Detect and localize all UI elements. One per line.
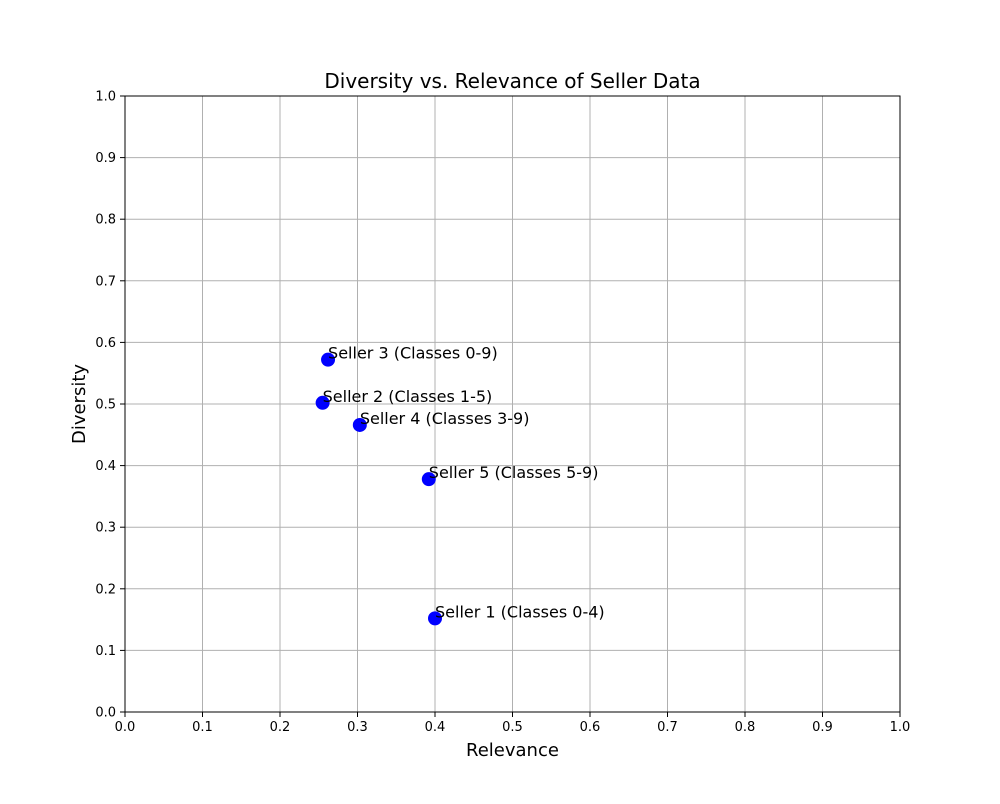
- chart-title: Diversity vs. Relevance of Seller Data: [324, 69, 700, 93]
- data-point-label: Seller 2 (Classes 1-5): [323, 387, 493, 406]
- y-axis-label: Diversity: [69, 364, 90, 444]
- y-tick-label: 1.0: [95, 90, 116, 105]
- data-point-label: Seller 1 (Classes 0-4): [435, 602, 605, 621]
- y-tick-label: 0.9: [95, 151, 116, 166]
- data-point-label: Seller 4 (Classes 3-9): [360, 409, 530, 428]
- y-tick-label: 0.7: [95, 274, 116, 289]
- y-tick-label: 0.6: [95, 336, 116, 351]
- x-tick-label: 0.9: [812, 720, 833, 735]
- data-point: [321, 352, 336, 367]
- x-tick-label: 0.5: [502, 720, 523, 735]
- data-point-label: Seller 3 (Classes 0-9): [328, 344, 498, 363]
- data-point: [428, 611, 442, 626]
- y-tick-label: 0.0: [95, 706, 116, 721]
- data-point: [421, 472, 436, 487]
- data-point: [315, 395, 330, 410]
- x-tick-label: 1.0: [890, 720, 911, 735]
- x-tick-label: 0.2: [270, 720, 291, 735]
- y-tick-label: 0.5: [95, 398, 116, 413]
- y-tick-label: 0.3: [95, 521, 116, 536]
- x-tick-label: 0.0: [115, 720, 136, 735]
- data-point: [352, 417, 367, 432]
- x-tick-label: 0.4: [425, 720, 446, 735]
- data-point-label: Seller 5 (Classes 5-9): [429, 463, 599, 482]
- x-tick-label: 0.7: [657, 720, 678, 735]
- y-tick-label: 0.8: [95, 213, 116, 228]
- data-points: Seller 1 (Classes 0-4) Seller 2 (Classes …: [315, 344, 605, 626]
- y-tick-label: 0.1: [95, 644, 116, 659]
- axis-ticks: 0.0 0.1 0.2 0.3 0.4 0.5 0.6 0.7 0.8 0.9 1.0 0.0 0.1 0…: [95, 90, 910, 736]
- x-tick-label: 0.8: [735, 720, 756, 735]
- x-tick-label: 0.6: [580, 720, 601, 735]
- x-tick-label: 0.1: [192, 720, 213, 735]
- x-axis-label: Relevance: [466, 740, 559, 761]
- x-tick-label: 0.3: [347, 720, 368, 735]
- y-tick-label: 0.4: [95, 459, 116, 474]
- y-tick-label: 0.2: [95, 582, 116, 597]
